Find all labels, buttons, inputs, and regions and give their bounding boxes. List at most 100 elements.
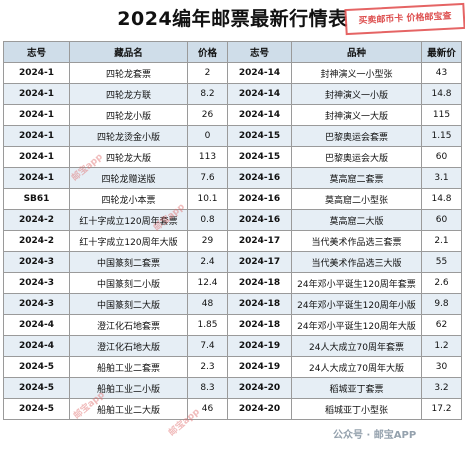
cell-code: 2024-5 [3, 356, 70, 378]
table-row: SB61 四轮龙小本票 10.1 2024-16 莫高窟二小型张 14.8 [3, 188, 462, 210]
cell-code-2: 2024-14 [227, 104, 292, 126]
cell-code-2: 2024-20 [227, 377, 292, 399]
cell-item: 四轮龙大版 [69, 146, 188, 168]
cell-latest-price: 1.2 [421, 335, 462, 357]
cell-code: 2024-1 [3, 104, 70, 126]
cell-code-2: 2024-19 [227, 356, 292, 378]
cell-item: 船舶工业二套票 [69, 356, 188, 378]
cell-item: 中国篆刻二套票 [69, 251, 188, 273]
cell-variety: 24年邓小平诞生120周年套票 [291, 272, 422, 294]
table-row: 2024-4 澄江化石地套票 1.85 2024-18 24年邓小平诞生120周年大版 6… [3, 314, 462, 336]
cell-latest-price: 115 [421, 104, 462, 126]
cell-latest-price: 60 [421, 146, 462, 168]
cell-variety: 巴黎奥运会套票 [291, 125, 422, 147]
cell-item: 澄江化石地套票 [69, 314, 188, 336]
cell-code-2: 2024-17 [227, 251, 292, 273]
cell-item: 四轮龙赠送版 [69, 167, 188, 189]
cell-code: 2024-4 [3, 314, 70, 336]
cell-variety: 当代美术作品选三大版 [291, 251, 422, 273]
cell-code: 2024-1 [3, 146, 70, 168]
cell-variety: 封神演义一小版 [291, 83, 422, 105]
cell-code-2: 2024-14 [227, 83, 292, 105]
cell-code-2: 2024-17 [227, 230, 292, 252]
cell-item: 四轮龙方联 [69, 83, 188, 105]
cell-variety: 稻城亚丁小型张 [291, 398, 422, 420]
table-row: 2024-1 四轮龙大版 113 2024-15 巴黎奥运会大版 60 [3, 146, 462, 168]
cell-variety: 24人大成立70周年大版 [291, 356, 422, 378]
cell-latest-price: 3.2 [421, 377, 462, 399]
table-header-row: 志号 藏品名 价格 志号 品种 最新价 [3, 41, 462, 63]
cell-code: 2024-3 [3, 293, 70, 315]
cell-price: 7.6 [187, 167, 228, 189]
cell-code-2: 2024-18 [227, 272, 292, 294]
cell-code: 2024-5 [3, 398, 70, 420]
cell-latest-price: 3.1 [421, 167, 462, 189]
table-row: 2024-4 澄江化石地大版 7.4 2024-19 24人大成立70周年套票 1.2 [3, 335, 462, 357]
cell-code: 2024-1 [3, 83, 70, 105]
cell-variety: 稻城亚丁套票 [291, 377, 422, 399]
cell-latest-price: 62 [421, 314, 462, 336]
cell-latest-price: 60 [421, 209, 462, 231]
cell-item: 四轮龙小版 [69, 104, 188, 126]
table-row: 2024-1 四轮龙小版 26 2024-14 封神演义一大版 115 [3, 104, 462, 126]
cell-price: 8.2 [187, 83, 228, 105]
cell-latest-price: 30 [421, 356, 462, 378]
table-row: 2024-1 四轮龙方联 8.2 2024-14 封神演义一小版 14.8 [3, 83, 462, 105]
cell-variety: 24人大成立70周年套票 [291, 335, 422, 357]
cell-price: 29 [187, 230, 228, 252]
cell-code: 2024-1 [3, 167, 70, 189]
table-row: 2024-3 中国篆刻二大版 48 2024-18 24年邓小平诞生120周年小版 9.8 [3, 293, 462, 315]
table-row: 2024-5 船舶工业二小版 8.3 2024-20 稻城亚丁套票 3.2 [3, 377, 462, 399]
cell-price: 48 [187, 293, 228, 315]
cell-price: 26 [187, 104, 228, 126]
cell-price: 2 [187, 62, 228, 84]
cell-code-2: 2024-16 [227, 188, 292, 210]
cell-item: 中国篆刻二大版 [69, 293, 188, 315]
table-row: 2024-3 中国篆刻二小版 12.4 2024-18 24年邓小平诞生120周年套票 2… [3, 272, 462, 294]
cell-variety: 24年邓小平诞生120周年大版 [291, 314, 422, 336]
cell-code: 2024-3 [3, 272, 70, 294]
cell-code-2: 2024-18 [227, 314, 292, 336]
cell-latest-price: 2.1 [421, 230, 462, 252]
cell-price: 10.1 [187, 188, 228, 210]
cell-item: 四轮龙小本票 [69, 188, 188, 210]
cell-variety: 24年邓小平诞生120周年小版 [291, 293, 422, 315]
cell-code: 2024-2 [3, 230, 70, 252]
col-header-latest-price: 最新价 [421, 41, 462, 63]
cell-price: 0 [187, 125, 228, 147]
cell-item: 澄江化石地大版 [69, 335, 188, 357]
cell-code-2: 2024-14 [227, 62, 292, 84]
cell-latest-price: 1.15 [421, 125, 462, 147]
cell-price: 2.4 [187, 251, 228, 273]
cell-price: 113 [187, 146, 228, 168]
cell-item: 红十字成立120周年大版 [69, 230, 188, 252]
cell-price: 2.3 [187, 356, 228, 378]
cell-variety: 莫高窟二大版 [291, 209, 422, 231]
table-row: 2024-1 四轮龙套票 2 2024-14 封神演义一小型张 43 [3, 62, 462, 84]
cell-code: 2024-5 [3, 377, 70, 399]
cell-code: 2024-2 [3, 209, 70, 231]
cell-code: 2024-1 [3, 62, 70, 84]
cell-code-2: 2024-20 [227, 398, 292, 420]
table-row: 2024-5 船舶工业二套票 2.3 2024-19 24人大成立70周年大版 30 [3, 356, 462, 378]
cell-variety: 莫高窟二套票 [291, 167, 422, 189]
cell-variety: 封神演义一大版 [291, 104, 422, 126]
cell-code-2: 2024-15 [227, 146, 292, 168]
cell-variety: 当代美术作品选三套票 [291, 230, 422, 252]
col-header-variety: 品种 [291, 41, 422, 63]
cell-latest-price: 14.8 [421, 83, 462, 105]
cell-item: 红十字成立120周年套票 [69, 209, 188, 231]
cell-variety: 封神演义一小型张 [291, 62, 422, 84]
cell-item: 四轮龙烫金小版 [69, 125, 188, 147]
table-row: 2024-1 四轮龙烫金小版 0 2024-15 巴黎奥运会套票 1.15 [3, 125, 462, 147]
cell-code: 2024-4 [3, 335, 70, 357]
cell-code-2: 2024-18 [227, 293, 292, 315]
cell-price: 46 [187, 398, 228, 420]
cell-code: 2024-3 [3, 251, 70, 273]
col-header-code: 志号 [3, 41, 70, 63]
cell-code: 2024-1 [3, 125, 70, 147]
table-row: 2024-3 中国篆刻二套票 2.4 2024-17 当代美术作品选三大版 55 [3, 251, 462, 273]
table-row: 2024-5 船舶工业二大版 46 2024-20 稻城亚丁小型张 17.2 [3, 398, 462, 420]
cell-price: 7.4 [187, 335, 228, 357]
cell-code-2: 2024-15 [227, 125, 292, 147]
